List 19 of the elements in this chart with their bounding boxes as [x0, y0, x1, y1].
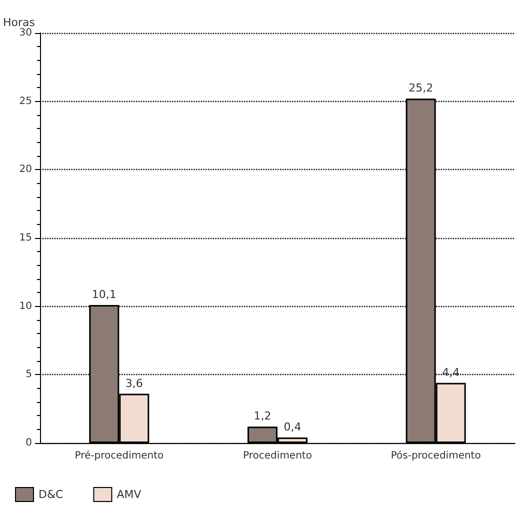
y-tick-label: 0 [26, 438, 32, 448]
data-label: 25,2 [408, 82, 434, 95]
data-label: 4,4 [442, 366, 460, 379]
y-tick-label: 15 [19, 232, 32, 244]
legend-label: D&C [38, 488, 64, 501]
y-tick-label: 5 [26, 369, 32, 380]
x-tick-label: Pré-procedimento [74, 450, 164, 462]
x-tick-label: Procedimento [243, 450, 312, 462]
data-label: 1,2 [254, 410, 272, 423]
x-tick-label: Pós-procedimento [390, 450, 481, 462]
y-tick-label: 20 [19, 164, 32, 176]
data-label: 3,6 [125, 376, 143, 390]
y-tick-label: 25 [19, 96, 32, 107]
y-axis-title: Horas [3, 16, 36, 30]
y-tick-label: 10 [19, 300, 32, 312]
data-label: 10,1 [92, 288, 116, 301]
data-label: 0,4 [284, 420, 302, 434]
y-tick-label: 30 [19, 28, 32, 38]
legend-label: AMV [116, 488, 142, 501]
